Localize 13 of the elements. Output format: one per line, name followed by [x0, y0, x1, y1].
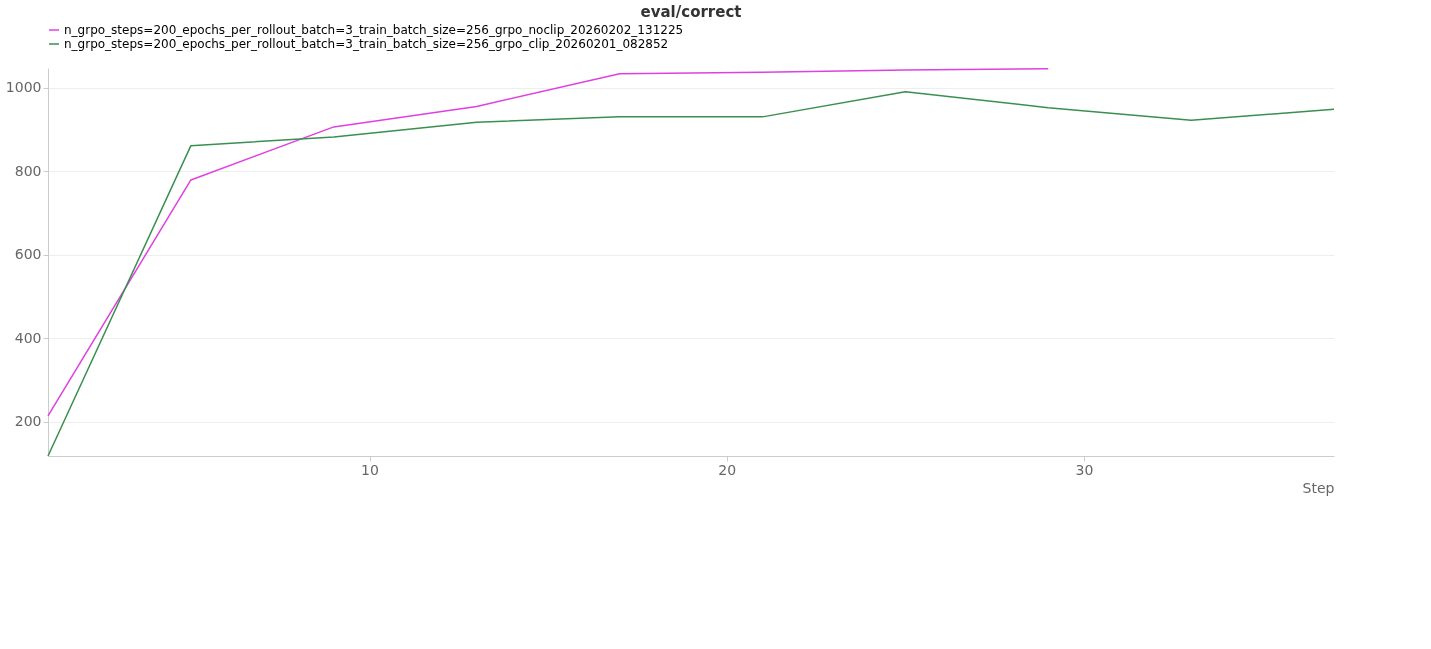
y-tick-label: 600 — [14, 246, 42, 263]
legend-label: n_grpo_steps=200_epochs_per_rollout_batch=3_train_batch_size=256_grpo_noclip_20260202_131225 — [64, 23, 684, 37]
chart-title: eval/correct — [640, 3, 742, 21]
y-tick-label: 400 — [14, 329, 42, 346]
y-tick-label: 800 — [14, 162, 42, 179]
y-tick-label: 1000 — [5, 79, 42, 96]
x-axis-title: Step — [1302, 479, 1335, 496]
x-tick-label: 30 — [1075, 461, 1094, 478]
x-tick-label: 10 — [361, 461, 379, 478]
line-series — [47, 68, 1049, 417]
y-tick-label: 200 — [14, 413, 42, 430]
legend-label: n_grpo_steps=200_epochs_per_rollout_batch=3_train_batch_size=256_grpo_clip_20260201_082852 — [64, 37, 669, 51]
x-tick-label: 20 — [718, 461, 737, 478]
